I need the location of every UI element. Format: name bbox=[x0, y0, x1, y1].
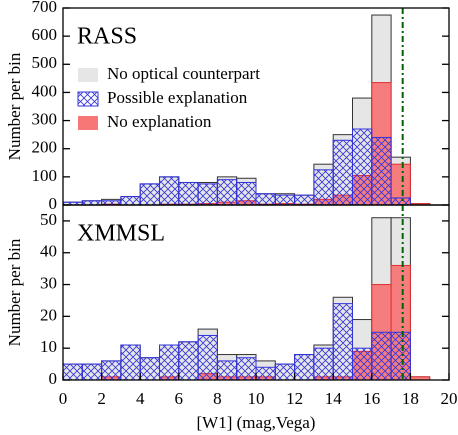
histogram-bar bbox=[332, 303, 354, 381]
histogram-bar bbox=[236, 357, 257, 381]
histogram-bar bbox=[178, 341, 199, 381]
x-tick-label: 14 bbox=[325, 389, 343, 408]
histogram-bar bbox=[101, 360, 122, 381]
x-tick-label: 0 bbox=[59, 389, 68, 408]
histogram-bar bbox=[294, 354, 315, 381]
histogram-bar bbox=[255, 366, 276, 381]
x-axis-label: [W1] (mag,Vega) bbox=[197, 413, 316, 432]
y-tick-label: 30 bbox=[40, 273, 57, 292]
y-tick-label: 10 bbox=[40, 337, 57, 356]
legend-swatch bbox=[78, 68, 98, 82]
legend-label: Possible explanation bbox=[107, 88, 248, 107]
y-tick-label: 600 bbox=[32, 25, 58, 44]
histogram-bar bbox=[390, 331, 411, 381]
histogram-bar bbox=[274, 363, 296, 381]
histogram-bar bbox=[371, 331, 392, 381]
histogram-bar bbox=[313, 169, 334, 206]
panel-label: RASS bbox=[77, 24, 137, 50]
histogram-bar bbox=[120, 344, 141, 381]
histogram-bar bbox=[313, 347, 334, 381]
histogram-bar bbox=[332, 139, 354, 206]
y-axis-label: Number per bin bbox=[5, 238, 24, 346]
x-tick-label: 8 bbox=[213, 389, 222, 408]
histogram-bar bbox=[352, 128, 373, 206]
histogram-bar bbox=[371, 136, 392, 206]
panel-label: XMMSL bbox=[77, 221, 165, 247]
legend-swatch bbox=[78, 116, 98, 130]
y-tick-label: 400 bbox=[32, 81, 58, 100]
y-tick-label: 0 bbox=[49, 369, 58, 388]
legend-label: No explanation bbox=[107, 112, 212, 131]
legend-swatch bbox=[77, 91, 99, 107]
y-tick-label: 200 bbox=[32, 138, 58, 157]
y-tick-label: 0 bbox=[49, 194, 58, 213]
histogram-bar bbox=[236, 181, 257, 206]
y-tick-label: 100 bbox=[32, 166, 58, 185]
histogram-bar bbox=[159, 176, 180, 206]
y-tick-label: 700 bbox=[32, 0, 58, 16]
histogram-bar bbox=[120, 196, 141, 206]
legend-label: No optical counterpart bbox=[107, 64, 260, 83]
histogram-bar bbox=[216, 179, 238, 206]
y-tick-label: 40 bbox=[40, 242, 57, 261]
histogram-bar bbox=[216, 360, 238, 381]
x-tick-label: 2 bbox=[97, 389, 106, 408]
x-tick-label: 12 bbox=[286, 389, 303, 408]
x-tick-label: 6 bbox=[175, 389, 184, 408]
histogram-bar bbox=[139, 357, 160, 381]
x-tick-label: 4 bbox=[136, 389, 145, 408]
x-tick-label: 16 bbox=[363, 389, 380, 408]
histogram-bar bbox=[352, 347, 373, 381]
histogram-bar bbox=[294, 194, 315, 206]
histogram-bar bbox=[62, 363, 83, 381]
x-tick-label: 20 bbox=[441, 389, 458, 408]
y-tick-label: 300 bbox=[32, 109, 58, 128]
histogram-bar bbox=[274, 194, 296, 206]
x-tick-label: 18 bbox=[402, 389, 419, 408]
histogram-bar bbox=[81, 363, 103, 381]
y-tick-label: 50 bbox=[40, 210, 57, 229]
histogram-bar bbox=[390, 197, 411, 206]
y-tick-label: 500 bbox=[32, 53, 58, 72]
histogram-bar bbox=[197, 183, 218, 206]
y-tick-label: 20 bbox=[40, 305, 57, 324]
histogram-bar bbox=[255, 193, 276, 206]
histogram-bar bbox=[197, 334, 218, 381]
histogram-bar bbox=[139, 183, 160, 206]
histogram-bar bbox=[178, 181, 199, 206]
x-tick-label: 10 bbox=[248, 389, 265, 408]
y-axis-label: Number per bin bbox=[5, 52, 24, 160]
histogram-bar bbox=[159, 344, 180, 381]
